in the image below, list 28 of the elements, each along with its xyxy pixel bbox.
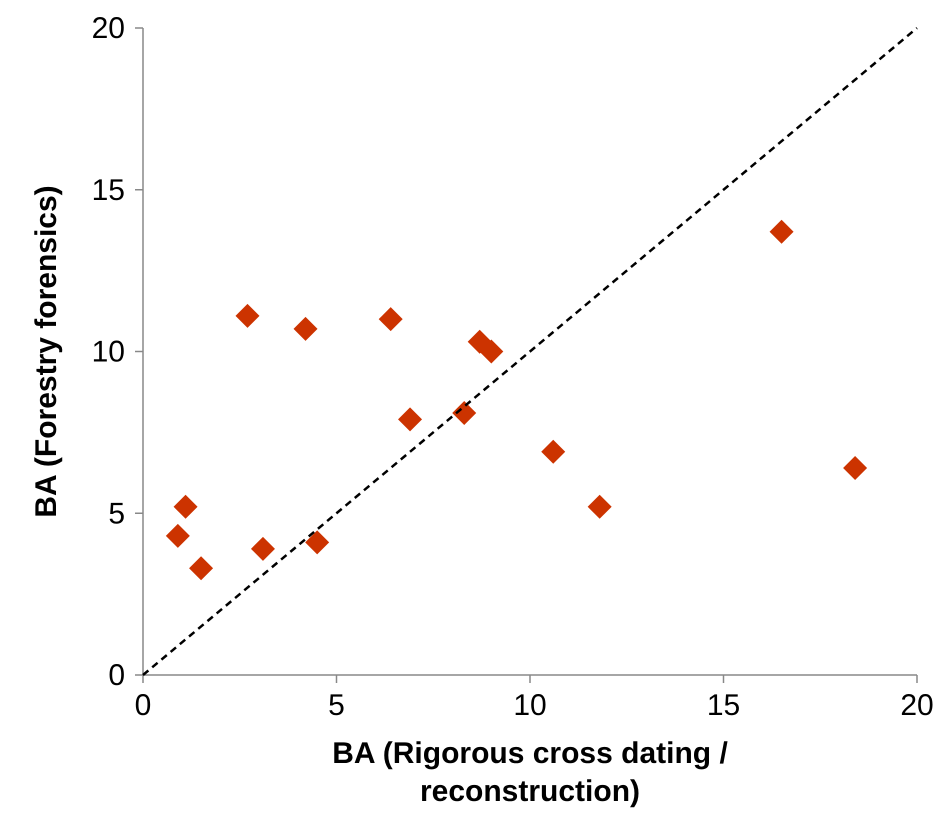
point xyxy=(305,530,330,554)
y-tick-label: 20 xyxy=(92,12,125,45)
point xyxy=(588,494,612,519)
point xyxy=(398,407,422,432)
point xyxy=(378,307,403,332)
x-tick-label: 10 xyxy=(513,689,547,722)
x-tick-label: 15 xyxy=(706,689,740,722)
point xyxy=(452,400,476,425)
point xyxy=(189,556,214,580)
point xyxy=(166,524,190,548)
x-tick-label: 20 xyxy=(900,689,934,722)
point xyxy=(770,220,794,244)
y-tick-label: 10 xyxy=(92,336,125,368)
point xyxy=(294,316,318,341)
y-tick-label: 5 xyxy=(108,497,125,530)
point xyxy=(468,330,492,354)
x-tick-label: 5 xyxy=(328,689,345,722)
y-axis-title: BA (Forestry forensics) xyxy=(30,185,63,518)
point xyxy=(250,536,275,561)
y-tick-label: 0 xyxy=(108,659,125,692)
point xyxy=(479,340,504,364)
x-tick-label: 0 xyxy=(134,689,152,722)
point xyxy=(174,494,198,519)
point xyxy=(235,304,260,328)
point xyxy=(541,440,566,464)
y-tick-label: 15 xyxy=(92,174,125,207)
x-axis-title: BA (Rigorous cross dating / reconstruction) xyxy=(332,737,728,808)
point xyxy=(843,456,868,480)
